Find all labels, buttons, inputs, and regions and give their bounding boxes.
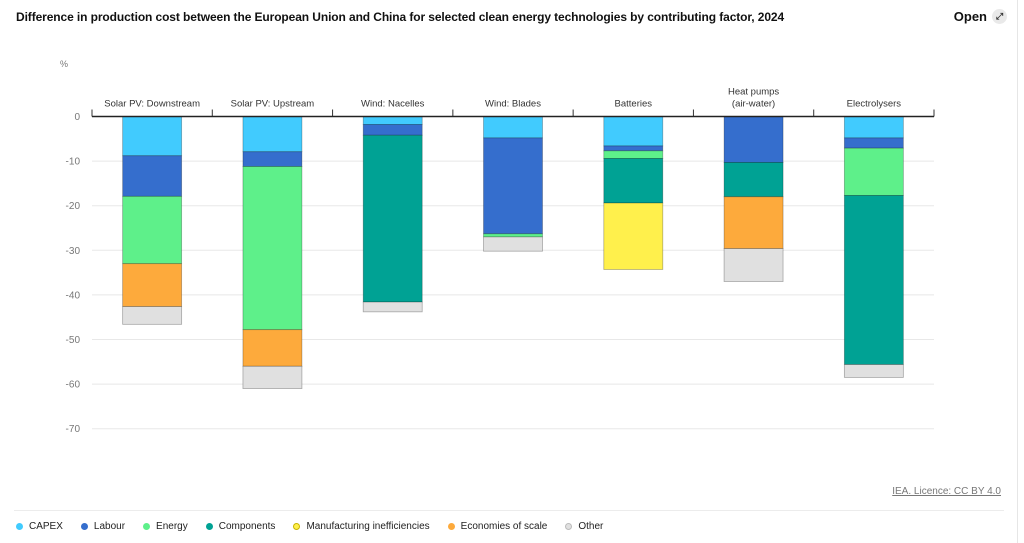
- legend-item[interactable]: Other: [565, 521, 603, 532]
- bar-segment: [483, 236, 543, 252]
- y-tick-label: -30: [66, 246, 81, 257]
- y-tick-label: -60: [66, 380, 81, 391]
- bar-segment: [122, 306, 183, 325]
- bar-segment: [122, 195, 183, 265]
- bar-segment: [603, 202, 664, 270]
- legend-label: CAPEX: [29, 521, 63, 532]
- bar-segment: [843, 195, 904, 365]
- bar-segment: [843, 137, 904, 149]
- legend-item[interactable]: Components: [205, 521, 276, 532]
- bar-segment: [362, 116, 423, 125]
- y-tick-label: -40: [66, 290, 81, 301]
- legend-item[interactable]: Economies of scale: [447, 521, 548, 532]
- bar-segment: [723, 162, 784, 198]
- legend-swatch-icon: [565, 523, 573, 530]
- bar-segment: [122, 155, 183, 197]
- legend-swatch-icon: [205, 523, 213, 530]
- bar-segment: [843, 147, 904, 196]
- bar-segment: [362, 134, 423, 303]
- bar-segment: [242, 116, 303, 153]
- legend-label: Energy: [156, 521, 188, 532]
- bar-segment: [242, 166, 303, 331]
- y-tick-label: -20: [66, 201, 81, 212]
- bar-segment: [603, 150, 664, 159]
- category-label: Heat pumps: [728, 87, 779, 98]
- bar-segment: [723, 248, 784, 282]
- y-axis-label: %: [60, 59, 68, 69]
- bar-segment: [242, 151, 303, 167]
- category-label: Solar PV: Upstream: [231, 99, 315, 110]
- bar-segment: [242, 329, 303, 367]
- legend-swatch-icon: [16, 523, 23, 530]
- legend-swatch-icon: [293, 523, 301, 530]
- bar-segment: [122, 263, 183, 307]
- legend-item[interactable]: Labour: [80, 521, 126, 532]
- legend-divider: [14, 510, 1004, 511]
- legend-label: Manufacturing inefficiencies: [306, 521, 430, 532]
- legend-item[interactable]: Manufacturing inefficiencies: [293, 521, 430, 532]
- y-tick-label: -70: [66, 424, 81, 435]
- legend-swatch-icon: [143, 523, 151, 530]
- legend-item[interactable]: Energy: [143, 521, 188, 532]
- bar-segment: [843, 364, 904, 378]
- bar-segment: [483, 116, 543, 139]
- y-tick-label: 0: [74, 112, 80, 123]
- bar-segment: [362, 301, 423, 313]
- legend-swatch-icon: [80, 523, 88, 530]
- bar-segment: [362, 124, 423, 136]
- chart-plot: % 0 -10 -20 -30 -40 -50 -60 -70 Solar PV: Downstr…: [60, 59, 935, 435]
- chart-title: Difference in production cost between th…: [16, 10, 785, 24]
- bar-segment: [843, 116, 904, 139]
- bar-segment: [483, 137, 543, 235]
- bar-segment: [603, 116, 664, 147]
- bar-segment: [723, 116, 784, 163]
- y-tick-label: -50: [66, 335, 81, 346]
- legend-label: Other: [578, 521, 604, 532]
- bar-segment: [723, 196, 784, 249]
- category-label: (air-water): [732, 99, 775, 110]
- category-label: Batteries: [615, 99, 653, 110]
- legend-swatch-icon: [447, 523, 455, 530]
- category-label: Wind: Blades: [485, 99, 541, 110]
- legend-item[interactable]: CAPEX: [16, 521, 63, 532]
- bar-segment: [242, 365, 303, 389]
- source-link[interactable]: IEA. Licence: CC BY 4.0: [892, 486, 1001, 497]
- bar-segment: [122, 116, 183, 157]
- y-tick-label: -10: [66, 157, 81, 168]
- legend-label: Components: [218, 521, 276, 532]
- legend-label: Economies of scale: [460, 521, 548, 532]
- bar-segment: [603, 158, 664, 204]
- bar-segment: [603, 145, 664, 152]
- category-label: Solar PV: Downstream: [104, 99, 200, 110]
- open-label: Open: [953, 9, 987, 24]
- category-label: Electrolysers: [847, 99, 902, 110]
- expand-arrows-icon: ⤢: [992, 9, 1007, 24]
- bar-segment: [483, 233, 543, 238]
- legend-label: Labour: [93, 521, 126, 532]
- chart-legend: CAPEX Labour Energy Components Manufacturing…: [16, 521, 603, 532]
- category-label: Wind: Nacelles: [361, 99, 425, 110]
- open-button[interactable]: Open ⤢: [954, 9, 1007, 24]
